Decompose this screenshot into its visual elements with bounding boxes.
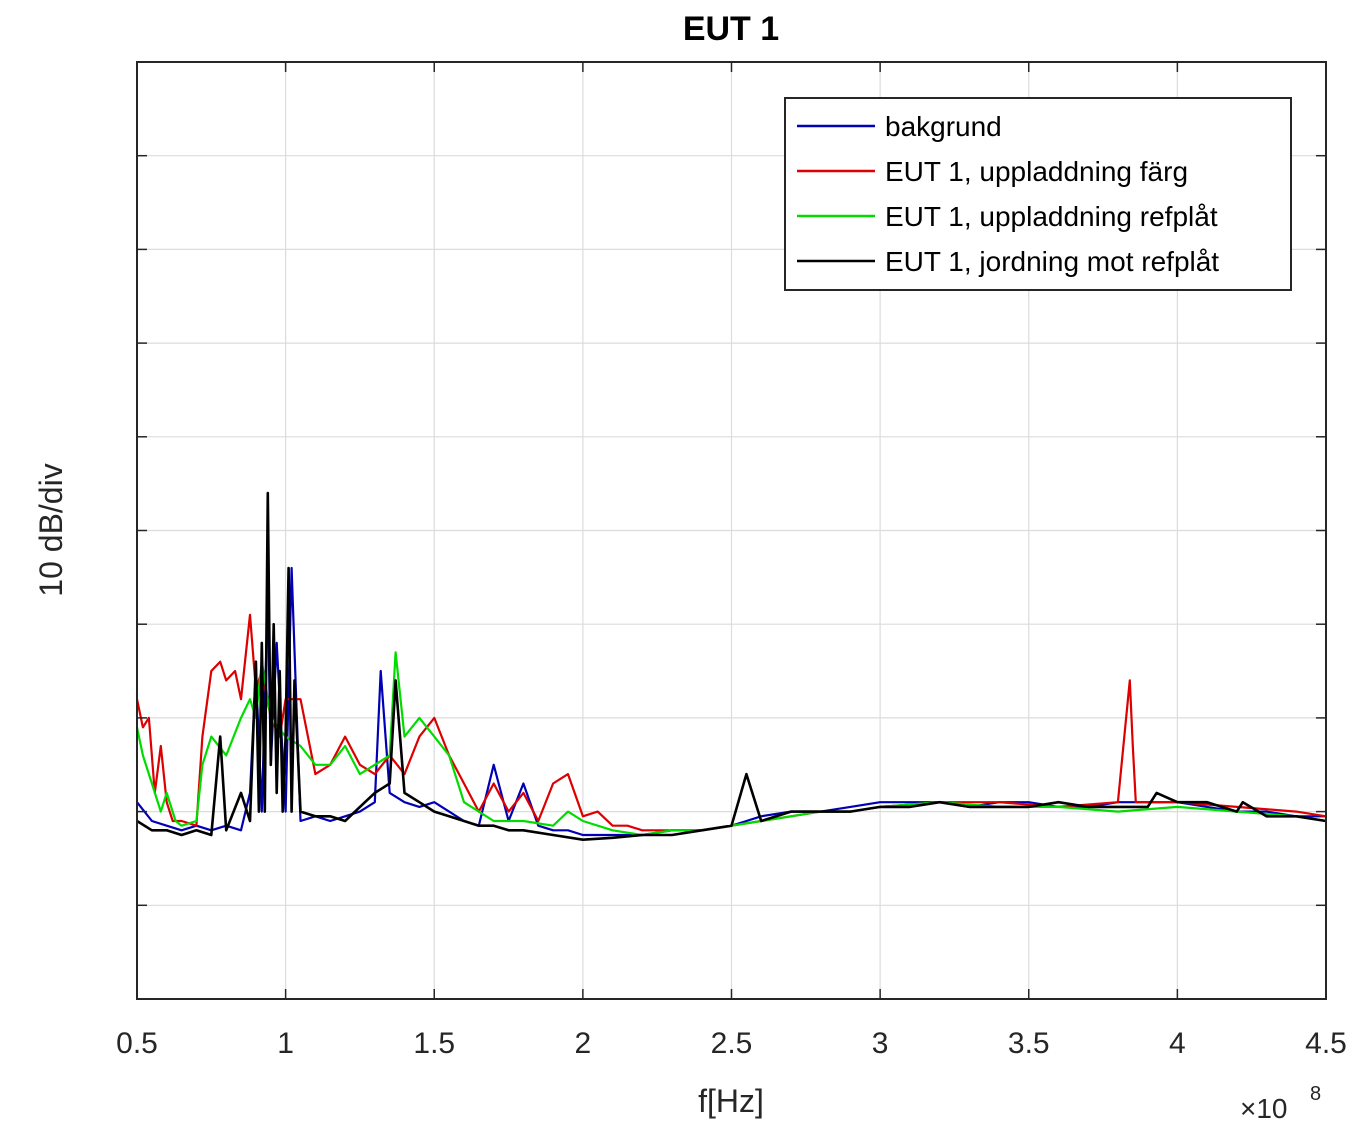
legend-box <box>784 97 1292 291</box>
legend-label: EUT 1, uppladdning refplåt <box>885 201 1218 232</box>
x-exponent-power: 8 <box>1310 1083 1321 1105</box>
x-tick-label: 2 <box>575 1027 592 1060</box>
x-tick-label: 1.5 <box>413 1027 455 1060</box>
x-exponent-base: ×10 <box>1240 1093 1288 1121</box>
ticks: 0.5 1 1.5 2 2.5 3 3.5 4 4.5 <box>116 62 1347 1060</box>
grid <box>137 62 1326 999</box>
x-tick-label: 3.5 <box>1008 1027 1050 1060</box>
chart-title: EUT 1 <box>683 10 779 48</box>
legend-label: EUT 1, uppladdning färg <box>885 156 1188 187</box>
series-line-2 <box>135 613 1327 832</box>
legend-label: bakgrund <box>885 111 1002 142</box>
legend-label: EUT 1, jordning mot refplåt <box>885 246 1219 277</box>
x-tick-label: 4 <box>1169 1027 1186 1060</box>
x-axis-label: f[Hz] <box>698 1083 764 1119</box>
series-line-4 <box>136 491 1327 842</box>
x-tick-label: 0.5 <box>116 1027 158 1060</box>
x-tick-label: 1 <box>277 1027 294 1060</box>
x-tick-label: 4.5 <box>1305 1027 1347 1060</box>
x-tick-label: 2.5 <box>711 1027 753 1060</box>
series-layer <box>135 491 1327 842</box>
y-axis-label: 10 dB/div <box>33 463 69 596</box>
x-tick-label: 3 <box>872 1027 889 1060</box>
legend: bakgrund EUT 1, uppladdning färg EUT 1, up… <box>784 97 1292 291</box>
x-exponent: ×10 8 <box>1240 1083 1321 1121</box>
